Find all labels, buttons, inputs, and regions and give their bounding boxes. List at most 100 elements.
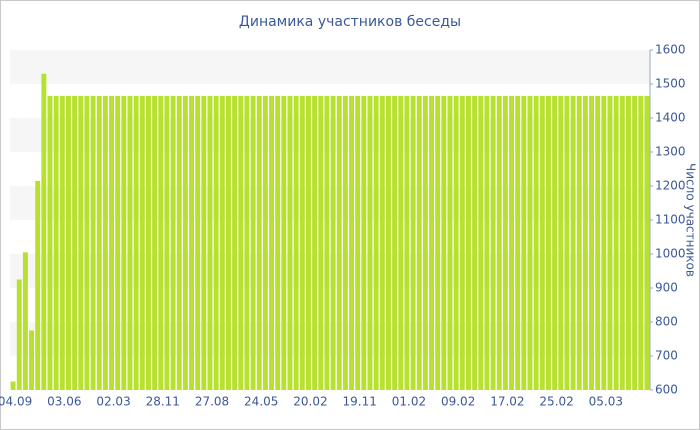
bar xyxy=(410,95,416,391)
bar xyxy=(484,95,490,391)
bar xyxy=(195,95,201,391)
bar xyxy=(244,95,250,391)
bar xyxy=(429,95,434,391)
bar xyxy=(533,95,539,391)
x-tick-label: 01.02 xyxy=(392,395,426,409)
bar xyxy=(459,95,465,391)
bar xyxy=(201,95,207,391)
y-tick-label: 1400 xyxy=(655,111,686,125)
bar xyxy=(102,95,108,391)
y-tick-label: 1500 xyxy=(655,77,686,91)
bar xyxy=(299,95,305,391)
bar xyxy=(466,95,471,391)
bar xyxy=(582,95,588,391)
bar xyxy=(84,95,90,391)
bar xyxy=(435,95,441,391)
y-axis-label: Число участников xyxy=(684,163,698,277)
bar xyxy=(59,95,65,391)
bar xyxy=(164,95,170,391)
bar xyxy=(576,95,582,391)
bar xyxy=(644,95,650,391)
bar xyxy=(41,73,47,391)
x-tick-label: 20.02 xyxy=(293,395,327,409)
bar xyxy=(256,95,262,391)
x-tick-label: 17.02 xyxy=(490,395,524,409)
bar xyxy=(238,95,244,391)
y-tick-label: 1000 xyxy=(655,247,686,261)
y-tick-label: 1300 xyxy=(655,145,686,159)
bar xyxy=(189,95,194,391)
bar xyxy=(10,381,16,390)
bar xyxy=(121,95,127,391)
bar xyxy=(262,95,268,391)
bar xyxy=(373,95,379,391)
bar xyxy=(47,95,53,391)
x-tick-label: 25.02 xyxy=(539,395,573,409)
bar xyxy=(367,95,373,391)
y-tick-label: 800 xyxy=(655,315,678,329)
bar xyxy=(213,95,219,391)
bar xyxy=(613,95,619,391)
bar xyxy=(589,95,594,391)
bar xyxy=(318,95,324,391)
bar xyxy=(632,95,638,391)
bar xyxy=(515,95,521,391)
bar xyxy=(226,95,231,391)
bar xyxy=(619,95,625,391)
bar xyxy=(96,95,102,391)
bar xyxy=(416,95,422,391)
bar xyxy=(509,95,514,391)
bar xyxy=(281,95,287,391)
bar xyxy=(527,95,533,391)
bar xyxy=(250,95,256,391)
bar xyxy=(90,95,96,391)
bar xyxy=(404,95,410,391)
bar xyxy=(66,95,71,391)
bar xyxy=(521,95,527,391)
bar xyxy=(336,95,342,391)
bar xyxy=(22,252,28,390)
y-tick-label: 1200 xyxy=(655,179,686,193)
x-tick-label: 02.03 xyxy=(96,395,130,409)
y-tick-label: 900 xyxy=(655,281,678,295)
bar xyxy=(361,95,367,391)
x-tick-label: 27.08 xyxy=(195,395,229,409)
bar xyxy=(601,95,607,391)
bar xyxy=(570,95,576,391)
x-tick-label: 24.05 xyxy=(244,395,278,409)
bar xyxy=(330,95,336,391)
bar xyxy=(29,330,34,390)
bar xyxy=(422,95,428,391)
x-tick-label: 03.06 xyxy=(47,395,81,409)
bar xyxy=(558,95,564,391)
bar xyxy=(176,95,182,391)
bar xyxy=(342,95,348,391)
bar xyxy=(152,95,158,391)
bar xyxy=(312,95,318,391)
grid-band xyxy=(10,50,650,84)
bar xyxy=(269,95,274,391)
bar xyxy=(472,95,478,391)
bar xyxy=(324,95,330,391)
bar xyxy=(207,95,213,391)
bar xyxy=(293,95,299,391)
bar xyxy=(398,95,404,391)
bar xyxy=(115,95,121,391)
x-tick-label: 05.03 xyxy=(589,395,623,409)
bar xyxy=(453,95,459,391)
bar xyxy=(607,95,613,391)
bar xyxy=(490,95,496,391)
bar xyxy=(355,95,361,391)
bar xyxy=(146,95,151,391)
bar xyxy=(447,95,453,391)
bar xyxy=(638,95,644,391)
bar xyxy=(133,95,139,391)
bar xyxy=(502,95,508,391)
bar xyxy=(552,95,558,391)
bar xyxy=(306,95,311,391)
bar xyxy=(219,95,225,391)
bar xyxy=(287,95,293,391)
bar xyxy=(392,95,398,391)
